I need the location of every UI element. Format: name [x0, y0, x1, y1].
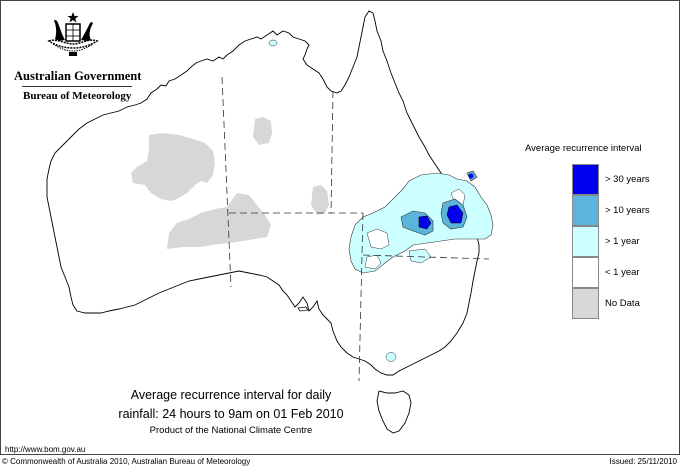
- tasmania: [376, 390, 412, 434]
- state-borders: [221, 76, 490, 382]
- legend-swatch: [572, 226, 599, 257]
- coat-of-arms-icon: [47, 12, 99, 56]
- mainland-australia: [46, 10, 480, 376]
- legend-swatch: [572, 164, 599, 195]
- gt-30-years-region-coast: [468, 173, 474, 179]
- legend-title: Average recurrence interval: [525, 143, 642, 154]
- caption-line-3: Product of the National Climate Centre: [149, 425, 313, 436]
- legend-item-no-data: No Data: [572, 288, 680, 319]
- logo-divider: [22, 86, 132, 87]
- issued-date: Issued: 25/11/2010: [609, 457, 677, 466]
- government-logo: Australian Government Bureau of Meteorol…: [11, 11, 142, 102]
- legend-swatch: [572, 288, 599, 319]
- agency-name: Bureau of Meteorology: [23, 90, 132, 102]
- map-frame: Australian Government Bureau of Meteorol…: [0, 0, 680, 455]
- legend-swatch: [572, 195, 599, 226]
- map-caption: Average recurrence interval for daily ra…: [101, 386, 361, 437]
- legend-label: No Data: [605, 298, 640, 309]
- australia-rainfall-map: [46, 10, 494, 434]
- government-title: Australian Government: [14, 69, 142, 83]
- caption-line-1: Average recurrence interval for daily: [130, 388, 332, 402]
- legend-item-gt-30: > 30 years: [572, 164, 680, 195]
- no-data-regions: [131, 117, 329, 249]
- legend-item-lt-1: < 1 year: [572, 257, 680, 288]
- legend-swatch: [572, 257, 599, 288]
- website-link[interactable]: http://www.bom.gov.au: [5, 445, 86, 454]
- gt-30-years-region-east: [446, 204, 464, 224]
- legend: > 30 years > 10 years > 1 year < 1 year …: [572, 164, 680, 319]
- copyright-notice: © Commonwealth of Australia 2010, Austra…: [2, 457, 251, 466]
- legend-label: > 10 years: [605, 205, 650, 216]
- gt-1-year-spot-vic: [385, 352, 397, 362]
- legend-item-gt-10: > 10 years: [572, 195, 680, 226]
- caption-line-2: rainfall: 24 hours to 9am on 01 Feb 2010: [118, 407, 344, 421]
- legend-label: > 1 year: [605, 236, 640, 247]
- legend-label: < 1 year: [605, 267, 640, 278]
- gt-30-years-region-west: [418, 215, 432, 230]
- gt-1-year-spot-nt: [268, 39, 278, 47]
- legend-item-gt-1: > 1 year: [572, 226, 680, 257]
- legend-label: > 30 years: [605, 174, 650, 185]
